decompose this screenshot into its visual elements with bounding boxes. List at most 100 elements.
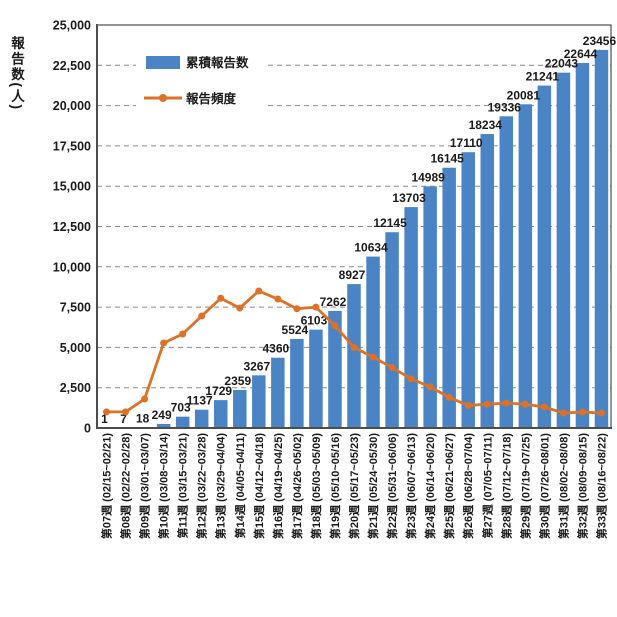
bar-value-label: 21241 <box>526 70 560 84</box>
line-marker <box>198 312 206 320</box>
bar <box>252 375 266 428</box>
bar-value-label: 1729 <box>205 384 232 398</box>
x-axis-label: 第19週 (05/10~05/16) <box>328 433 342 539</box>
x-axis-label: 第23週 (06/07~06/13) <box>404 433 418 539</box>
line-marker <box>578 408 586 416</box>
bar-value-label: 14989 <box>411 170 445 184</box>
line-marker <box>141 395 149 403</box>
bar-value-label: 17110 <box>450 136 483 150</box>
y-axis-tick-label: 22,500 <box>53 59 91 73</box>
bar-value-label: 18234 <box>469 118 503 132</box>
line-marker <box>483 400 491 408</box>
bar-value-label: 1137 <box>187 394 213 408</box>
bar <box>537 85 552 428</box>
bar <box>499 116 514 428</box>
bar-value-label: 7262 <box>320 295 347 309</box>
x-axis-label: 第12週 (03/22~03/28) <box>195 433 209 539</box>
bar-value-label: 19336 <box>488 100 522 114</box>
bar-value-label: 3267 <box>243 359 270 373</box>
bar-value-label: 10634 <box>354 241 388 255</box>
bar-value-label: 23456 <box>583 34 617 48</box>
bar-value-label: 1 <box>101 412 108 426</box>
bar-value-label: 20081 <box>507 88 541 102</box>
bar <box>461 152 475 428</box>
bar-value-label: 22043 <box>545 57 579 71</box>
bar-value-label: 18 <box>136 412 150 426</box>
bar-value-label: 6103 <box>301 314 328 328</box>
line-marker <box>331 322 339 330</box>
y-axis-tick-label: 12,500 <box>53 220 91 234</box>
x-axis-label: 第26週 (06/28~07/04) <box>461 433 475 539</box>
x-axis-label: 第10週 (03/08~03/14) <box>157 433 171 539</box>
line-marker <box>160 339 168 347</box>
y-axis-tick-label: 2,500 <box>60 381 91 395</box>
bar <box>347 284 361 428</box>
bar <box>213 400 228 428</box>
bar <box>328 310 342 428</box>
x-axis-label: 第11週 (03/15~03/21) <box>176 433 190 539</box>
x-axis-label: 第09週 (03/01~03/07) <box>138 433 152 539</box>
line-marker <box>388 364 396 372</box>
bar-value-label: 8927 <box>339 268 366 282</box>
x-axis-label: 第16週 (04/19~04/25) <box>271 433 285 539</box>
line-marker <box>255 287 263 295</box>
x-axis-label: 第07週 (02/15~02/21) <box>100 433 114 539</box>
bar <box>175 416 190 428</box>
bar-value-label: 7 <box>120 412 127 426</box>
x-axis-label: 第20週 (05/17~05/23) <box>347 433 361 539</box>
line-marker <box>464 401 472 409</box>
bar-value-label: 2359 <box>224 374 251 388</box>
y-axis-tick-label: 5,000 <box>60 341 91 355</box>
bar <box>385 232 399 428</box>
line-marker <box>426 383 434 391</box>
bar <box>271 357 285 428</box>
y-axis-tick-label: 15,000 <box>53 180 91 194</box>
x-axis-label: 第08週 (02/22~02/28) <box>119 433 133 539</box>
x-axis-label: 第15週 (04/12~04/18) <box>252 433 266 539</box>
y-axis-tick-label: 10,000 <box>53 260 91 274</box>
y-axis-title: 報告数(人) <box>9 36 24 111</box>
bar-value-label: 5524 <box>282 323 309 337</box>
y-axis-tick-label: 25,000 <box>53 19 91 33</box>
y-axis-tick-label: 7,500 <box>60 301 91 315</box>
x-axis-label: 第21週 (05/24~05/30) <box>366 433 380 539</box>
line-marker <box>540 403 548 411</box>
x-axis-label: 第31週 (08/02~08/08) <box>556 433 570 539</box>
x-axis-label: 第30週 (07/26~08/01) <box>537 433 551 539</box>
bar <box>290 338 304 428</box>
legend-line-marker <box>159 94 167 102</box>
line-marker <box>597 409 605 417</box>
x-axis-label: 第28週 (07/12~07/18) <box>499 433 513 539</box>
bar <box>309 329 323 428</box>
line-marker <box>274 295 282 303</box>
line-marker <box>369 353 377 361</box>
x-axis-label: 第22週 (05/31~06/06) <box>385 433 399 539</box>
line-marker <box>122 408 130 416</box>
bar-value-label: 249 <box>152 408 172 422</box>
x-axis-label: 第32週 (08/09~08/15) <box>575 433 589 539</box>
bar <box>556 72 571 428</box>
x-axis-label: 第18週 (05/03~05/09) <box>309 433 323 539</box>
bar <box>194 409 209 428</box>
line-marker <box>312 303 320 311</box>
bar <box>594 49 609 428</box>
bar-value-label: 4360 <box>263 342 290 356</box>
line-marker <box>103 408 111 416</box>
bar <box>423 186 437 428</box>
x-axis-label: 第27週 (07/05~07/11) <box>480 433 494 539</box>
bar <box>156 423 171 428</box>
line-marker <box>179 330 187 338</box>
x-axis-label: 第17週 (04/26~05/02) <box>290 433 304 539</box>
bar <box>480 134 495 428</box>
y-axis-tick-label: 17,500 <box>53 139 91 153</box>
bar-value-label: 22644 <box>564 47 598 61</box>
legend-bar-swatch <box>146 56 180 69</box>
x-axis-label: 第14週 (04/05~04/11) <box>233 433 247 539</box>
line-marker <box>350 343 358 351</box>
bar <box>366 256 380 428</box>
line-marker <box>293 305 301 313</box>
bar <box>442 167 456 428</box>
line-marker <box>236 304 244 312</box>
